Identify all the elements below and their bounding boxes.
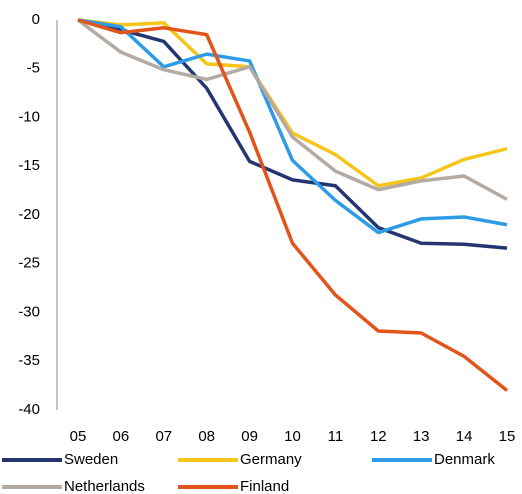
legend-label: Denmark (434, 451, 495, 468)
legend-label: Netherlands (64, 478, 145, 494)
y-tick-label: 0 (32, 11, 40, 28)
y-tick-label: -25 (18, 255, 40, 272)
legend-label: Germany (240, 451, 302, 468)
y-tick-label: -5 (27, 60, 40, 77)
y-tick-label: -15 (18, 157, 40, 174)
x-tick-label: 11 (328, 428, 344, 445)
x-tick-label: 13 (413, 428, 430, 445)
y-tick-label: -35 (18, 352, 40, 369)
y-tick-label: -40 (18, 401, 40, 418)
x-tick-label: 08 (198, 428, 215, 445)
x-tick-label: 07 (155, 428, 172, 445)
y-tick-label: -20 (18, 206, 40, 223)
series-line (77, 18, 509, 392)
series-line (77, 18, 508, 188)
series-line (77, 18, 508, 235)
legend-label: Sweden (64, 451, 118, 468)
x-tick-label: 10 (284, 428, 301, 445)
x-tick-label: 05 (70, 428, 87, 445)
x-tick-label: 15 (499, 428, 516, 445)
y-tick-label: -10 (18, 108, 40, 125)
series-line (77, 18, 508, 250)
series-line (76, 18, 508, 201)
x-tick-label: 14 (456, 428, 473, 445)
y-tick-label: -30 (18, 303, 40, 320)
x-tick-label: 06 (113, 428, 130, 445)
x-tick-label: 12 (370, 428, 387, 445)
legend-label: Finland (240, 478, 289, 494)
x-tick-label: 09 (241, 428, 258, 445)
